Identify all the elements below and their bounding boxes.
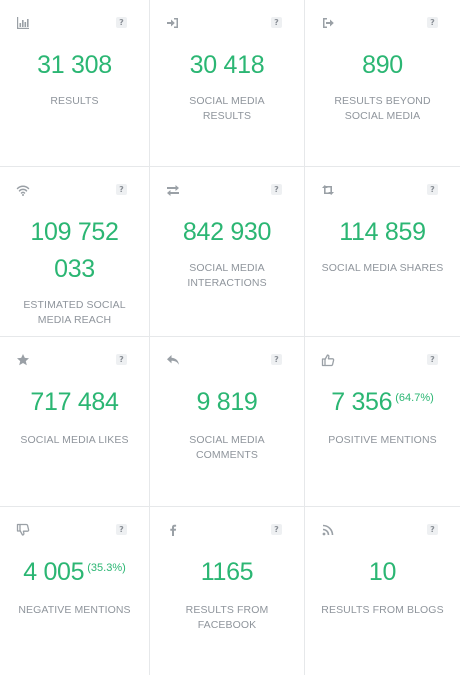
stat-value: 9 819 xyxy=(196,388,258,416)
stat-value: 114 859 xyxy=(339,218,426,246)
help-button[interactable]: ? xyxy=(116,524,127,535)
stat-value: 30 418 xyxy=(189,51,265,79)
exchange-icon xyxy=(166,183,180,197)
stat-tile-results-beyond-social-media: ? 890 RESULTS BEYOND SOCIAL MEDIA xyxy=(305,0,460,167)
thumbs-up-icon xyxy=(321,353,335,367)
stat-label: SOCIAL MEDIA LIKES xyxy=(20,434,129,446)
stat-tile-interactions: ? 842 930 SOCIAL MEDIA INTERACTIONS xyxy=(150,167,305,337)
stat-label: RESULTS xyxy=(50,95,99,107)
stat-value: 109 752 033 xyxy=(0,214,149,288)
stat-value: 890 xyxy=(362,51,403,79)
help-button[interactable]: ? xyxy=(116,354,127,365)
stat-percent: (64.7%) xyxy=(395,392,434,404)
stat-percent: (35.3%) xyxy=(87,562,126,574)
stat-label: POSITIVE MENTIONS xyxy=(328,434,437,446)
star-icon xyxy=(16,353,30,367)
stat-label: ESTIMATED SOCIAL MEDIA REACH xyxy=(23,299,126,326)
thumbs-down-icon xyxy=(16,523,30,537)
reply-icon xyxy=(166,353,180,367)
stat-label: SOCIAL MEDIA INTERACTIONS xyxy=(187,262,267,289)
stat-label: SOCIAL MEDIA RESULTS xyxy=(189,95,265,122)
stat-tile-social-media-results: ? 30 418 SOCIAL MEDIA RESULTS xyxy=(150,0,305,167)
stat-tile-positive-mentions: ? 7 356 (64.7%) POSITIVE MENTIONS xyxy=(305,337,460,507)
wifi-icon xyxy=(16,183,30,197)
sign-in-icon xyxy=(166,16,180,30)
stat-label: RESULTS BEYOND SOCIAL MEDIA xyxy=(334,95,431,122)
stat-number: 7 356 xyxy=(331,388,393,416)
rss-icon xyxy=(321,523,335,537)
stat-label: SOCIAL MEDIA COMMENTS xyxy=(189,434,265,461)
stat-tile-shares: ? 114 859 SOCIAL MEDIA SHARES xyxy=(305,167,460,337)
stat-value: 4 005 (35.3%) xyxy=(0,554,149,591)
stat-value: 1165 xyxy=(200,558,254,586)
stat-tile-negative-mentions: ? 4 005 (35.3%) NEGATIVE MENTIONS xyxy=(0,507,150,675)
help-button[interactable]: ? xyxy=(116,17,127,28)
stat-value: 10 xyxy=(368,558,397,586)
facebook-icon xyxy=(166,523,180,537)
stat-label: SOCIAL MEDIA SHARES xyxy=(321,262,444,274)
stat-tile-facebook: ? 1165 RESULTS FROM FACEBOOK xyxy=(150,507,305,675)
sign-out-icon xyxy=(321,16,335,30)
help-button[interactable]: ? xyxy=(116,184,127,195)
stat-label: RESULTS FROM FACEBOOK xyxy=(185,604,269,631)
retweet-icon xyxy=(321,183,335,197)
help-button[interactable]: ? xyxy=(427,354,438,365)
help-button[interactable]: ? xyxy=(427,184,438,195)
help-button[interactable]: ? xyxy=(427,524,438,535)
stat-value-line: 109 752 xyxy=(30,218,119,246)
stat-value: 7 356 (64.7%) xyxy=(305,384,460,421)
stat-value-line: 033 xyxy=(54,255,95,283)
stat-label: RESULTS FROM BLOGS xyxy=(321,604,444,616)
help-button[interactable]: ? xyxy=(271,17,282,28)
stat-tile-comments: ? 9 819 SOCIAL MEDIA COMMENTS xyxy=(150,337,305,507)
help-button[interactable]: ? xyxy=(271,354,282,365)
stat-value: 31 308 xyxy=(37,51,112,79)
stat-tile-results: ? 31 308 RESULTS xyxy=(0,0,150,167)
stat-tile-estimated-reach: ? 109 752 033 ESTIMATED SOCIAL MEDIA REA… xyxy=(0,167,150,337)
stat-value: 717 484 xyxy=(30,388,119,416)
help-button[interactable]: ? xyxy=(271,184,282,195)
stat-number: 4 005 xyxy=(23,558,85,586)
bar-chart-icon xyxy=(16,16,30,30)
help-button[interactable]: ? xyxy=(271,524,282,535)
stat-tile-likes: ? 717 484 SOCIAL MEDIA LIKES xyxy=(0,337,150,507)
help-button[interactable]: ? xyxy=(427,17,438,28)
stat-value: 842 930 xyxy=(182,218,272,246)
stat-tile-blogs: ? 10 RESULTS FROM BLOGS xyxy=(305,507,460,675)
stat-label: NEGATIVE MENTIONS xyxy=(18,604,131,616)
